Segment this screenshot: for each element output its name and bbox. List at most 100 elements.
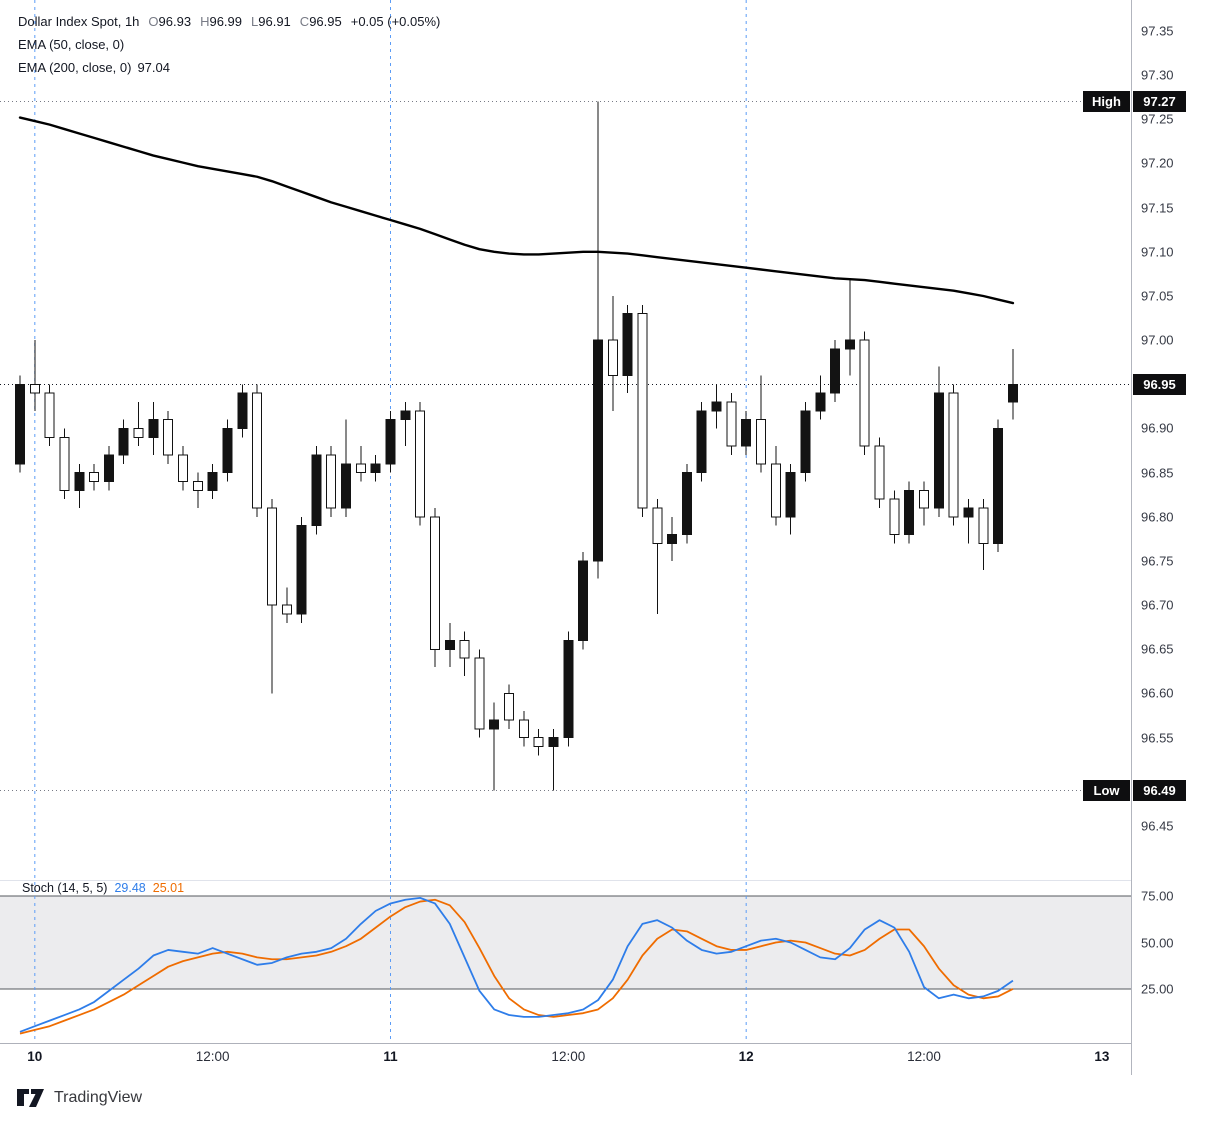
- ema200-value: 97.04: [137, 60, 170, 75]
- price-tick: 97.05: [1141, 288, 1174, 304]
- candle-body: [1007, 383, 1018, 403]
- low-price-badge-value: 96.49: [1133, 780, 1186, 802]
- candle-body: [652, 507, 663, 544]
- time-axis-label[interactable]: 12:00: [907, 1049, 941, 1064]
- candle-body: [415, 410, 426, 518]
- candle-body: [904, 489, 915, 535]
- price-tick: 96.55: [1141, 730, 1174, 746]
- candle-body: [474, 657, 485, 730]
- candle-body: [830, 348, 841, 394]
- candle-body: [15, 383, 25, 465]
- candle-body: [163, 419, 174, 456]
- candle-body: [44, 392, 55, 438]
- candle-body: [326, 454, 337, 509]
- time-axis[interactable]: 10 12:00 11 12:00 12 12:00 13: [0, 1049, 1131, 1073]
- stoch-d-value: 25.01: [152, 881, 185, 895]
- candle-body: [919, 489, 930, 509]
- high-price-badge-value: 97.27: [1133, 91, 1186, 113]
- tradingview-logo-text: TradingView: [54, 1089, 143, 1106]
- candle-body: [696, 410, 707, 474]
- stoch-legend-row[interactable]: Stoch (14, 5, 5) 29.48 25.01: [22, 881, 191, 895]
- candle-body: [993, 427, 1004, 544]
- candle-body: [29, 383, 40, 394]
- high-price-badge-label: High: [1083, 91, 1130, 113]
- candle-body: [889, 498, 900, 535]
- candle-body: [948, 392, 959, 518]
- candle-body: [681, 472, 692, 535]
- ohlc-close-value: 96.95: [309, 14, 342, 29]
- price-tick: 97.00: [1141, 332, 1174, 348]
- candle-body: [59, 436, 70, 491]
- price-tick: 96.45: [1141, 818, 1174, 834]
- stoch-pane-separator: [0, 880, 1131, 881]
- symbol-title: Dollar Index Spot, 1h: [18, 14, 140, 29]
- candle-body: [963, 507, 974, 518]
- candle-body: [192, 480, 203, 491]
- tradingview-logo[interactable]: TradingView: [16, 1086, 142, 1110]
- price-tick: 97.15: [1141, 200, 1174, 216]
- candle-body: [400, 410, 411, 421]
- tradingview-logo-icon: [17, 1089, 44, 1107]
- price-tick: 96.75: [1141, 553, 1174, 569]
- time-axis-label[interactable]: 10: [27, 1049, 43, 1064]
- candle-body: [385, 419, 396, 465]
- candle-body: [459, 639, 470, 659]
- candle-body: [756, 419, 766, 465]
- ema200-label: EMA (200, close, 0): [18, 60, 132, 75]
- candle-body: [785, 472, 796, 518]
- stoch-label: Stoch (14, 5, 5): [22, 881, 108, 895]
- candle-body: [533, 737, 544, 747]
- low-price-badge-label: Low: [1083, 780, 1130, 802]
- time-axis-label[interactable]: 12:00: [195, 1049, 230, 1064]
- stoch-k-value: 29.48: [114, 881, 146, 895]
- ohlc-open-label: O: [148, 14, 159, 29]
- price-tick: 96.60: [1141, 685, 1174, 701]
- time-axis-separator: [0, 1043, 1131, 1044]
- candle-body: [741, 419, 752, 447]
- ema50-label: EMA (50, close, 0): [18, 37, 125, 52]
- chart-canvas[interactable]: [0, 0, 1131, 1043]
- candle-body: [578, 560, 589, 641]
- candle-body: [637, 313, 648, 509]
- ohlc-close-label: C: [299, 14, 310, 29]
- price-tick: 97.20: [1141, 155, 1174, 171]
- candle-body: [563, 639, 574, 739]
- candle-body: [281, 604, 292, 615]
- ohlc-change: +0.05 (+0.05%): [350, 14, 441, 29]
- candle-body: [800, 410, 811, 474]
- time-axis-label[interactable]: 12: [738, 1049, 754, 1064]
- candle-body: [444, 639, 455, 650]
- price-axis-border: [1131, 0, 1132, 1075]
- time-axis-label[interactable]: 11: [383, 1049, 398, 1064]
- ohlc-high-label: H: [200, 14, 210, 29]
- candle-body: [518, 719, 529, 739]
- candle-body: [504, 692, 515, 721]
- candle-body: [207, 472, 218, 491]
- candle-body: [133, 427, 144, 438]
- candle-body: [933, 392, 944, 509]
- stoch-k-line: [19, 896, 1014, 1033]
- candle-body: [311, 454, 322, 527]
- time-axis-label[interactable]: 12:00: [551, 1049, 586, 1064]
- candle-body: [355, 463, 366, 474]
- candle-body: [89, 472, 100, 482]
- ema200-line: [18, 116, 1015, 305]
- candle-body: [770, 463, 781, 518]
- candle-body: [592, 339, 603, 562]
- candle-body: [726, 401, 737, 447]
- candle-body: [148, 419, 159, 438]
- candle-body: [296, 525, 307, 615]
- stoch-tick: 75.00: [1141, 888, 1174, 904]
- time-axis-label[interactable]: 13: [1094, 1049, 1110, 1064]
- candle-body: [222, 427, 233, 474]
- ema50-legend-row[interactable]: EMA (50, close, 0): [18, 33, 440, 56]
- price-tick: 96.80: [1141, 509, 1174, 525]
- price-axis[interactable]: 97.35 97.30 97.25 97.20 97.15 97.10 97.05 97.00…: [1132, 0, 1208, 1043]
- candle-body: [874, 445, 885, 500]
- candle-body: [103, 454, 114, 482]
- price-tick: 96.65: [1141, 641, 1174, 657]
- symbol-legend-row[interactable]: Dollar Index Spot, 1h O96.93 H96.99 L96.91 C…: [18, 10, 440, 33]
- candle-body: [607, 339, 618, 376]
- ema200-legend-row[interactable]: EMA (200, close, 0) 97.04: [18, 56, 440, 79]
